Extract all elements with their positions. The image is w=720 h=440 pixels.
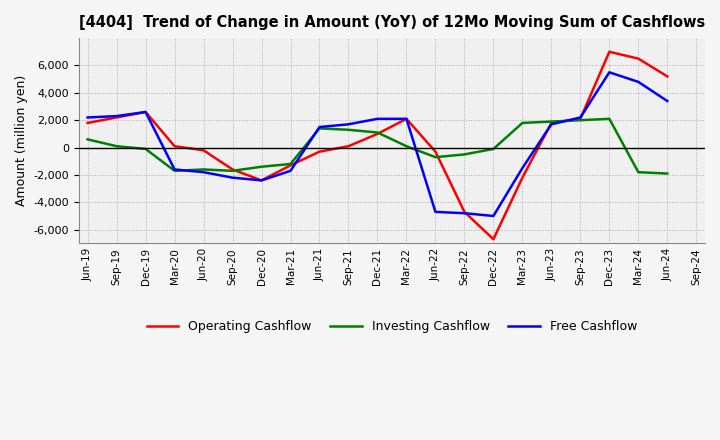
Investing Cashflow bbox=[489, 146, 498, 151]
Free Cashflow bbox=[489, 213, 498, 219]
Investing Cashflow bbox=[112, 143, 121, 149]
Operating Cashflow bbox=[518, 175, 527, 180]
Investing Cashflow bbox=[431, 154, 440, 160]
Title: [4404]  Trend of Change in Amount (YoY) of 12Mo Moving Sum of Cashflows: [4404] Trend of Change in Amount (YoY) o… bbox=[78, 15, 705, 30]
Operating Cashflow bbox=[170, 143, 179, 149]
Investing Cashflow bbox=[373, 130, 382, 135]
Free Cashflow bbox=[518, 165, 527, 171]
Operating Cashflow bbox=[228, 167, 237, 172]
Investing Cashflow bbox=[460, 152, 469, 157]
Line: Operating Cashflow: Operating Cashflow bbox=[88, 52, 667, 239]
Operating Cashflow bbox=[605, 49, 613, 55]
Free Cashflow bbox=[373, 116, 382, 121]
Investing Cashflow bbox=[605, 116, 613, 121]
Free Cashflow bbox=[286, 168, 294, 173]
Free Cashflow bbox=[576, 115, 585, 120]
Investing Cashflow bbox=[663, 171, 672, 176]
Operating Cashflow bbox=[344, 143, 353, 149]
Operating Cashflow bbox=[373, 131, 382, 136]
Operating Cashflow bbox=[489, 237, 498, 242]
Free Cashflow bbox=[460, 211, 469, 216]
Operating Cashflow bbox=[460, 209, 469, 215]
Operating Cashflow bbox=[199, 148, 208, 153]
Free Cashflow bbox=[547, 122, 556, 127]
Free Cashflow bbox=[257, 178, 266, 183]
Free Cashflow bbox=[170, 167, 179, 172]
Investing Cashflow bbox=[84, 137, 92, 142]
Investing Cashflow bbox=[170, 168, 179, 173]
Investing Cashflow bbox=[576, 117, 585, 123]
Investing Cashflow bbox=[257, 164, 266, 169]
Line: Investing Cashflow: Investing Cashflow bbox=[88, 119, 667, 173]
Free Cashflow bbox=[605, 70, 613, 75]
Free Cashflow bbox=[112, 114, 121, 119]
Operating Cashflow bbox=[547, 120, 556, 125]
Operating Cashflow bbox=[431, 149, 440, 154]
Free Cashflow bbox=[431, 209, 440, 215]
Free Cashflow bbox=[402, 116, 411, 121]
Free Cashflow bbox=[315, 125, 324, 130]
Operating Cashflow bbox=[663, 74, 672, 79]
Line: Free Cashflow: Free Cashflow bbox=[88, 72, 667, 216]
Operating Cashflow bbox=[576, 116, 585, 121]
Investing Cashflow bbox=[199, 167, 208, 172]
Free Cashflow bbox=[84, 115, 92, 120]
Operating Cashflow bbox=[634, 56, 643, 61]
Operating Cashflow bbox=[84, 120, 92, 125]
Y-axis label: Amount (million yen): Amount (million yen) bbox=[15, 75, 28, 206]
Operating Cashflow bbox=[257, 178, 266, 183]
Investing Cashflow bbox=[402, 143, 411, 149]
Investing Cashflow bbox=[286, 161, 294, 167]
Operating Cashflow bbox=[112, 115, 121, 120]
Operating Cashflow bbox=[315, 149, 324, 154]
Free Cashflow bbox=[344, 122, 353, 127]
Operating Cashflow bbox=[402, 116, 411, 121]
Investing Cashflow bbox=[634, 169, 643, 175]
Investing Cashflow bbox=[315, 126, 324, 131]
Free Cashflow bbox=[199, 169, 208, 175]
Investing Cashflow bbox=[228, 168, 237, 173]
Investing Cashflow bbox=[344, 127, 353, 132]
Free Cashflow bbox=[663, 99, 672, 104]
Operating Cashflow bbox=[286, 163, 294, 168]
Free Cashflow bbox=[228, 175, 237, 180]
Operating Cashflow bbox=[141, 110, 150, 115]
Investing Cashflow bbox=[518, 120, 527, 125]
Investing Cashflow bbox=[141, 146, 150, 151]
Investing Cashflow bbox=[547, 119, 556, 124]
Free Cashflow bbox=[141, 110, 150, 115]
Free Cashflow bbox=[634, 79, 643, 84]
Legend: Operating Cashflow, Investing Cashflow, Free Cashflow: Operating Cashflow, Investing Cashflow, … bbox=[142, 315, 642, 338]
